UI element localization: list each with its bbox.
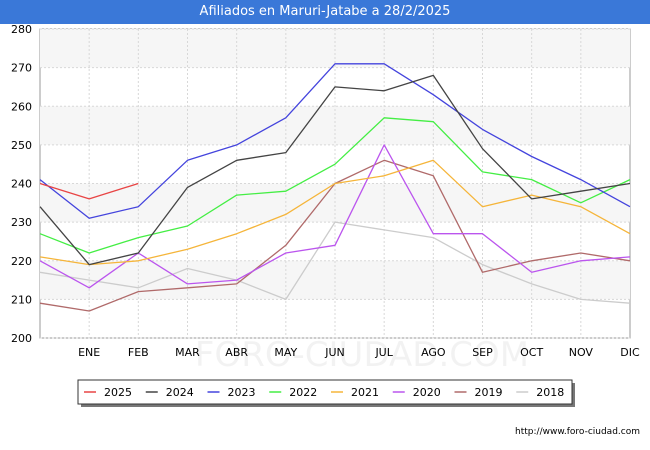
y-tick-label: 260 (11, 100, 32, 113)
series-line-2023 (39, 63, 631, 219)
x-tick-label: SEP (472, 346, 493, 359)
x-tick-label: OCT (520, 346, 543, 359)
watermark: FORO-CIUDAD.COM (195, 335, 529, 375)
source-link[interactable]: http://www.foro-ciudad.com (515, 427, 640, 437)
x-tick-label: FEB (128, 346, 149, 359)
y-tick-label: 220 (11, 255, 32, 268)
legend-label-2019: 2019 (475, 386, 503, 399)
y-axis-ticks: 200 210 220 230 240 250 260 270 280 (11, 23, 32, 345)
series-lines (39, 63, 631, 312)
chart-title: Afiliados en Maruri-Jatabe a 28/2/2025 (0, 0, 650, 24)
legend-label-2020: 2020 (413, 386, 441, 399)
x-tick-label: JUL (374, 346, 393, 359)
y-tick-label: 280 (11, 23, 32, 36)
legend: 2025 2024 2023 2022 2021 2020 2019 2018 (77, 379, 575, 407)
x-tick-label: DIC (620, 346, 640, 359)
legend-label-2025: 2025 (104, 386, 132, 399)
x-tick-label: JUN (324, 346, 345, 359)
legend-label-2022: 2022 (289, 386, 317, 399)
x-tick-label: MAR (175, 346, 200, 359)
series-line-2021 (39, 159, 631, 266)
y-tick-label: 200 (11, 332, 32, 345)
x-tick-label: ABR (225, 346, 248, 359)
x-tick-label: NOV (569, 346, 594, 359)
y-tick-label: 250 (11, 139, 32, 152)
series-line-2022 (39, 117, 631, 254)
x-tick-label: ENE (78, 346, 100, 359)
legend-label-2018: 2018 (536, 386, 564, 399)
legend-label-2024: 2024 (166, 386, 194, 399)
y-tick-label: 210 (11, 293, 32, 306)
y-tick-label: 240 (11, 178, 32, 191)
y-tick-label: 230 (11, 216, 32, 229)
series-line-2024 (39, 74, 631, 266)
grid-lines (40, 28, 630, 339)
legend-label-2023: 2023 (228, 386, 256, 399)
series-line-2018 (39, 221, 631, 304)
series-line-2025 (39, 182, 139, 200)
x-axis-ticks: ENE FEB MAR ABR MAY JUN JUL AGO SEP OCT NOV DIC (78, 346, 640, 359)
grid-band (40, 260, 630, 300)
legend-box (77, 379, 573, 405)
x-tick-label: AGO (421, 346, 446, 359)
legend-label-2021: 2021 (351, 386, 379, 399)
y-tick-label: 270 (11, 62, 32, 75)
x-tick-label: MAY (274, 346, 297, 359)
